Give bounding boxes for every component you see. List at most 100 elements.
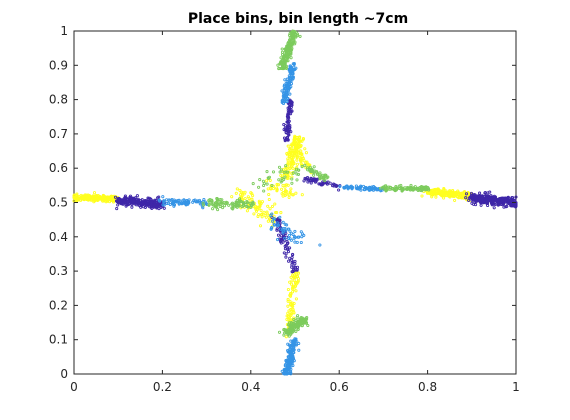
data-point [131,206,133,208]
data-point [293,237,295,239]
data-point [244,197,246,199]
x-tick-label: 0.8 [418,380,437,394]
data-point [431,196,433,198]
data-point [169,203,171,205]
data-point [299,35,301,37]
data-point [263,211,265,213]
data-point [292,233,294,235]
data-point [263,190,265,192]
y-tick-label: 1 [60,24,68,38]
data-point [319,244,321,246]
data-point [286,318,288,320]
data-point [280,235,282,237]
data-point [443,197,445,199]
data-point [303,180,305,182]
data-point [280,212,282,214]
data-point [290,57,292,59]
data-point [293,279,295,281]
y-tick-label: 0 [60,367,68,381]
data-point [288,196,290,198]
data-point [289,247,291,249]
data-point [300,241,302,243]
data-point [292,167,294,169]
data-point [287,298,289,300]
y-tick-label: 0.9 [49,58,68,72]
data-point [228,204,230,206]
data-point [220,204,222,206]
data-point [287,312,289,314]
data-point [274,203,276,205]
data-point [281,90,283,92]
x-tick-label: 0.2 [153,380,172,394]
data-point [136,195,138,197]
data-point [288,228,290,230]
data-point [304,164,306,166]
data-point [117,204,119,206]
data-point [266,180,268,182]
data-point [284,194,286,196]
data-point [281,370,283,372]
data-point [192,201,194,203]
data-point [291,266,293,268]
data-point [292,322,294,324]
data-point [142,206,144,208]
data-point [266,183,268,185]
data-point [329,182,331,184]
data-point [298,349,300,351]
data-point [281,188,283,190]
data-point [290,293,292,295]
data-point [247,196,249,198]
x-tick-label: 0.4 [241,380,260,394]
y-tick-label: 0.3 [49,264,68,278]
data-point [278,166,280,168]
data-point [421,195,423,197]
data-point [244,191,246,193]
data-point [183,199,185,201]
data-point [398,185,400,187]
data-point [288,234,290,236]
data-point [283,129,285,131]
data-point [273,224,275,226]
data-point [93,192,95,194]
data-point [293,312,295,314]
data-point [262,180,264,182]
data-point [451,190,453,192]
data-point [291,178,293,180]
data-point [109,201,111,203]
data-point [289,300,291,302]
data-point [294,263,296,265]
data-point [252,183,254,185]
data-point [246,210,248,212]
data-point [282,241,284,243]
data-point [287,288,289,290]
data-point [296,241,298,243]
data-point [284,176,286,178]
data-point [286,101,288,103]
data-point [296,179,298,181]
data-point [435,196,437,198]
data-point [285,169,287,171]
data-point [295,298,297,300]
data-point [283,252,285,254]
data-point [203,199,205,201]
data-point [471,202,473,204]
data-point [287,343,289,345]
data-point [454,199,456,201]
data-point [290,239,292,241]
data-point [360,189,362,191]
data-point [279,216,281,218]
y-tick-label: 0.7 [49,127,68,141]
data-point [277,64,279,66]
data-point [287,251,289,253]
data-point [265,216,267,218]
data-point [489,191,491,193]
data-point [271,205,273,207]
data-point [282,221,284,223]
data-point [301,155,303,157]
data-point [292,254,294,256]
data-point [258,186,260,188]
data-point [288,260,290,262]
y-tick-label: 0.4 [49,230,68,244]
